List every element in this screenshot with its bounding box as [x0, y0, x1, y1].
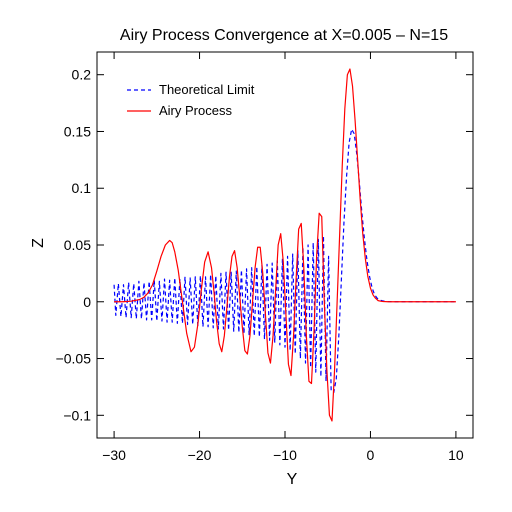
- x-tick-label: −20: [188, 447, 212, 463]
- legend: Theoretical Limit Airy Process: [127, 82, 255, 118]
- x-axis: −30 −20 −10 0 10: [102, 52, 464, 463]
- x-tick-label: −10: [273, 447, 297, 463]
- series-line-theoretical-limit: [113, 128, 456, 394]
- y-tick-label: 0.1: [72, 180, 92, 196]
- y-tick-label: 0.05: [64, 237, 91, 253]
- chart-title: Airy Process Convergence at X=0.005 – N=…: [120, 27, 448, 44]
- y-axis-label: Z: [30, 238, 47, 248]
- y-tick-label: 0.2: [72, 67, 92, 83]
- series-layer: [113, 68, 456, 422]
- y-tick-label: 0.15: [64, 123, 91, 139]
- series-line-airy-process: [114, 68, 456, 422]
- plot-frame: [96, 51, 474, 439]
- x-tick-label: −30: [102, 447, 126, 463]
- y-tick-label: −0.1: [63, 407, 91, 423]
- x-tick-label: 0: [367, 447, 375, 463]
- y-axis: −0.1 −0.05 0 0.05 0.1 0.15 0.2: [56, 67, 473, 423]
- x-tick-label: 10: [448, 447, 464, 463]
- y-tick-label: −0.05: [56, 351, 92, 367]
- x-axis-label: Y: [287, 471, 298, 488]
- y-tick-label: 0: [83, 294, 91, 310]
- legend-label-theoretical: Theoretical Limit: [159, 82, 255, 97]
- legend-label-airy: Airy Process: [159, 103, 232, 118]
